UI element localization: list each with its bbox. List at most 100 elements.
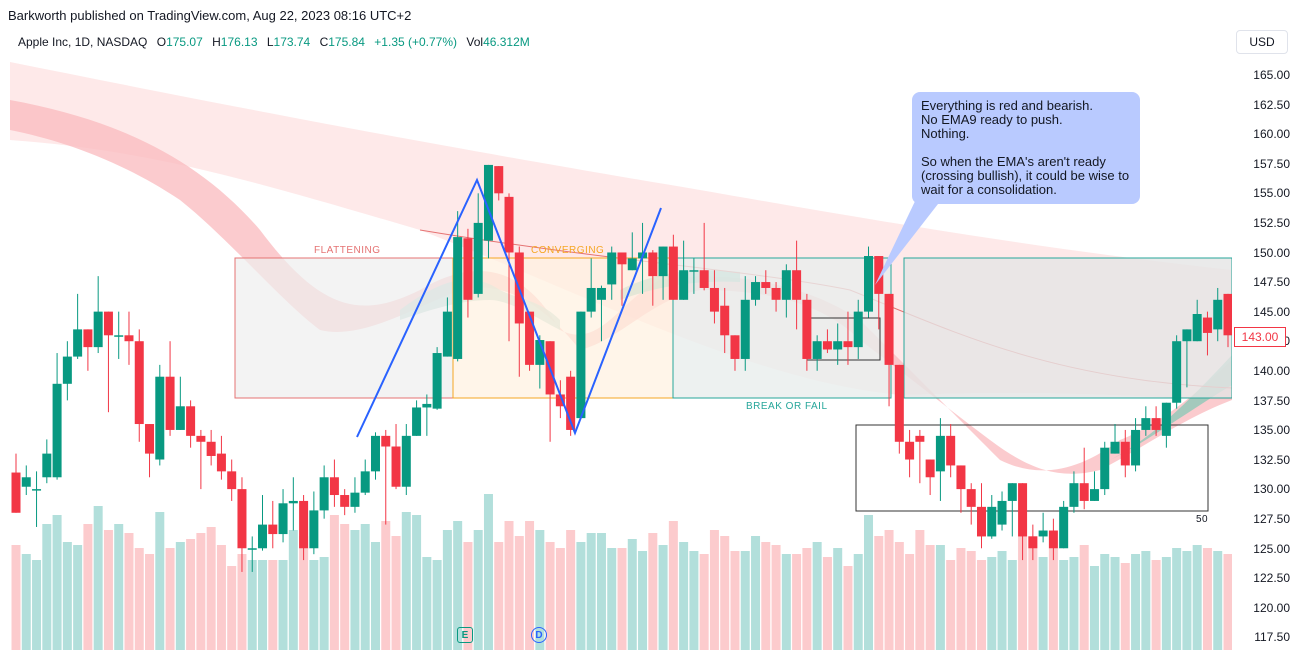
candle-body[interactable] — [555, 394, 565, 407]
candle-body[interactable] — [761, 282, 771, 288]
candle-body[interactable] — [1213, 299, 1223, 330]
candle-body[interactable] — [822, 341, 832, 350]
candle-body[interactable] — [679, 270, 689, 300]
candle-body[interactable] — [504, 196, 514, 253]
break-zone-right[interactable] — [903, 257, 1232, 399]
candle-body[interactable] — [566, 376, 576, 430]
candle-body[interactable] — [843, 341, 853, 348]
candle-body[interactable] — [586, 287, 596, 312]
candle-body[interactable] — [946, 435, 956, 466]
candle-body[interactable] — [381, 435, 391, 447]
candle-body[interactable] — [134, 341, 144, 425]
candle-body[interactable] — [340, 495, 350, 507]
candle-body[interactable] — [453, 237, 463, 359]
candle-body[interactable] — [915, 435, 925, 442]
candle-body[interactable] — [833, 341, 843, 350]
candle-body[interactable] — [1007, 483, 1017, 501]
bottom-consolidation-box[interactable] — [855, 424, 1209, 512]
candle-body[interactable] — [247, 548, 257, 550]
candle-body[interactable] — [1161, 402, 1171, 436]
candle-body[interactable] — [1048, 530, 1058, 549]
candle-body[interactable] — [987, 506, 997, 537]
candle-body[interactable] — [1202, 317, 1212, 333]
candle-body[interactable] — [11, 472, 21, 513]
candle-body[interactable] — [525, 311, 535, 365]
candle-body[interactable] — [370, 435, 380, 472]
candle-body[interactable] — [1131, 429, 1141, 466]
candle-body[interactable] — [103, 311, 113, 336]
candle-body[interactable] — [268, 524, 278, 535]
candle-body[interactable] — [648, 252, 658, 277]
candle-body[interactable] — [689, 270, 699, 272]
candle-body[interactable] — [329, 477, 339, 496]
chart-canvas[interactable] — [0, 58, 1232, 650]
candle-body[interactable] — [1079, 483, 1089, 501]
candle-body[interactable] — [73, 329, 83, 357]
candle-body[interactable] — [905, 441, 915, 460]
candle-body[interactable] — [576, 311, 586, 419]
converging-zone[interactable] — [452, 257, 674, 399]
candle-body[interactable] — [1059, 506, 1069, 549]
candle-body[interactable] — [299, 500, 309, 549]
candle-body[interactable] — [52, 383, 62, 478]
candle-body[interactable] — [1110, 441, 1120, 454]
candle-body[interactable] — [956, 465, 966, 490]
candle-body[interactable] — [165, 376, 175, 430]
candle-body[interactable] — [237, 489, 247, 549]
candle-body[interactable] — [206, 441, 216, 456]
candle-body[interactable] — [360, 471, 370, 493]
candle-body[interactable] — [350, 492, 360, 507]
candle-body[interactable] — [925, 459, 935, 478]
candle-body[interactable] — [216, 453, 226, 472]
candle-body[interactable] — [1038, 530, 1048, 537]
candle-body[interactable] — [1182, 329, 1192, 342]
candle-body[interactable] — [278, 503, 288, 535]
candle-body[interactable] — [1018, 483, 1028, 537]
candle-body[interactable] — [319, 477, 329, 511]
currency-button[interactable]: USD — [1236, 30, 1288, 54]
candle-body[interactable] — [1028, 536, 1038, 549]
candle-body[interactable] — [463, 238, 473, 300]
candle-body[interactable] — [483, 164, 493, 241]
candle-body[interactable] — [32, 489, 42, 491]
candle-body[interactable] — [391, 446, 401, 487]
candle-body[interactable] — [401, 435, 411, 487]
candle-body[interactable] — [1100, 447, 1110, 490]
candle-body[interactable] — [771, 287, 781, 300]
analysis-callout[interactable]: Everything is red and bearish. No EMA9 r… — [912, 92, 1140, 204]
candle-body[interactable] — [894, 364, 904, 442]
candle-body[interactable] — [853, 311, 863, 348]
candle-body[interactable] — [699, 270, 709, 288]
candle-body[interactable] — [422, 403, 432, 408]
candle-body[interactable] — [668, 246, 678, 300]
candle-body[interactable] — [884, 293, 894, 365]
candle-body[interactable] — [740, 299, 750, 359]
candle-body[interactable] — [792, 270, 802, 300]
candle-body[interactable] — [802, 299, 812, 359]
candle-body[interactable] — [473, 222, 483, 294]
candle-body[interactable] — [1120, 441, 1130, 466]
candle-body[interactable] — [864, 256, 874, 312]
candle-body[interactable] — [42, 453, 52, 478]
candle-body[interactable] — [720, 305, 730, 336]
candle-body[interactable] — [124, 335, 134, 342]
earnings-marker[interactable]: E — [457, 627, 473, 643]
candle-body[interactable] — [21, 477, 31, 487]
candle-body[interactable] — [1069, 483, 1079, 507]
candle-body[interactable] — [1223, 293, 1233, 336]
symbol-name[interactable]: Apple Inc, 1D, NASDAQ — [18, 35, 148, 49]
candle-body[interactable] — [1089, 489, 1099, 501]
candle-body[interactable] — [412, 407, 422, 436]
candle-body[interactable] — [432, 353, 442, 409]
candle-body[interactable] — [288, 500, 298, 504]
candle-body[interactable] — [596, 287, 606, 300]
candle-body[interactable] — [494, 166, 504, 194]
candle-body[interactable] — [658, 246, 668, 277]
candle-body[interactable] — [145, 424, 155, 454]
candle-body[interactable] — [607, 252, 617, 285]
candle-body[interactable] — [62, 356, 72, 384]
candle-body[interactable] — [1192, 313, 1202, 342]
price-axis[interactable]: 165.00 162.50 160.00 157.50 155.00 152.50 150.… — [1232, 58, 1300, 650]
candle-body[interactable] — [93, 311, 103, 348]
candle-body[interactable] — [730, 335, 740, 359]
